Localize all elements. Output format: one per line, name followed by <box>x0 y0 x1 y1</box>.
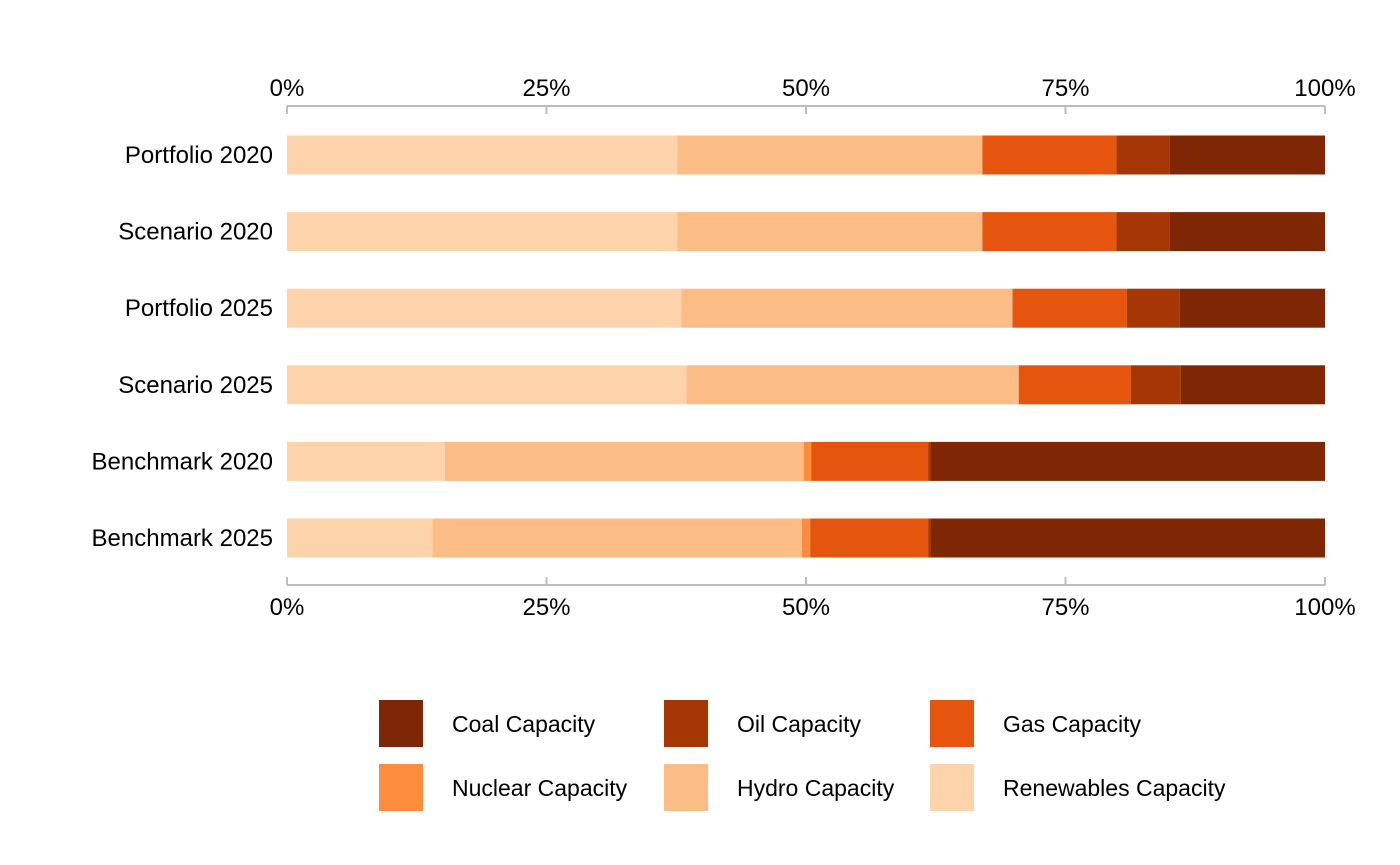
bar-segment <box>444 441 804 481</box>
bar-segment <box>811 441 929 481</box>
legend-swatch <box>930 700 974 747</box>
legend-swatch <box>379 764 423 811</box>
bar-segment <box>1169 212 1325 252</box>
bar-segment <box>982 212 1117 252</box>
top-axis-tick-label: 50% <box>782 75 830 102</box>
bar-segment <box>810 518 929 558</box>
top-axis-tick-label: 75% <box>1041 75 1089 102</box>
bar-segment <box>677 212 983 252</box>
bar-segment <box>287 365 687 405</box>
legend-swatch <box>664 700 708 747</box>
bottom-axis-tick-label: 100% <box>1294 594 1355 621</box>
bar-segment <box>928 518 931 558</box>
bottom-axis-tick-label: 75% <box>1041 594 1089 621</box>
bar-segment <box>1116 135 1170 175</box>
legend-label: Oil Capacity <box>737 711 861 737</box>
legend-label: Nuclear Capacity <box>452 775 628 801</box>
bar-segment <box>287 518 433 558</box>
bottom-axis-tick-label: 50% <box>782 594 830 621</box>
bar-segment <box>1179 288 1325 328</box>
bar-segment <box>803 441 812 481</box>
bar-segment <box>1180 365 1325 405</box>
bar-segment <box>432 518 802 558</box>
legend-label: Coal Capacity <box>452 711 596 737</box>
bar-segment <box>1018 365 1131 405</box>
bar-segment <box>287 288 682 328</box>
bar-segment <box>287 135 678 175</box>
legend-label: Renewables Capacity <box>1003 775 1226 801</box>
bar-segment <box>1126 288 1180 328</box>
category-label: Scenario 2025 <box>118 372 273 399</box>
legend-swatch <box>930 764 974 811</box>
category-label: Portfolio 2020 <box>125 142 273 169</box>
bottom-axis-tick-label: 0% <box>270 594 305 621</box>
bar-segment <box>801 518 811 558</box>
top-axis-tick-label: 100% <box>1294 75 1355 102</box>
legend-label: Gas Capacity <box>1003 711 1142 737</box>
bar-segment <box>930 441 1325 481</box>
category-label: Portfolio 2025 <box>125 295 273 322</box>
bar-segment <box>686 365 1019 405</box>
bar-segment <box>982 135 1117 175</box>
bar-segment <box>930 518 1325 558</box>
legend-swatch <box>379 700 423 747</box>
bar-segment <box>1116 212 1170 252</box>
category-label: Benchmark 2025 <box>92 525 273 552</box>
bottom-axis-tick-label: 25% <box>522 594 570 621</box>
category-label: Scenario 2020 <box>118 219 273 246</box>
bar-segment <box>287 212 678 252</box>
top-axis-tick-label: 0% <box>270 75 305 102</box>
top-axis-tick-label: 25% <box>522 75 570 102</box>
category-label: Benchmark 2020 <box>92 448 273 475</box>
bar-segment <box>677 135 983 175</box>
bar-segment <box>1130 365 1181 405</box>
bar-segment <box>1169 135 1325 175</box>
bar-segment <box>287 441 445 481</box>
bar-segment <box>681 288 1013 328</box>
legend-swatch <box>664 764 708 811</box>
bar-segment <box>928 441 931 481</box>
legend-label: Hydro Capacity <box>737 775 895 801</box>
bar-segment <box>1012 288 1127 328</box>
